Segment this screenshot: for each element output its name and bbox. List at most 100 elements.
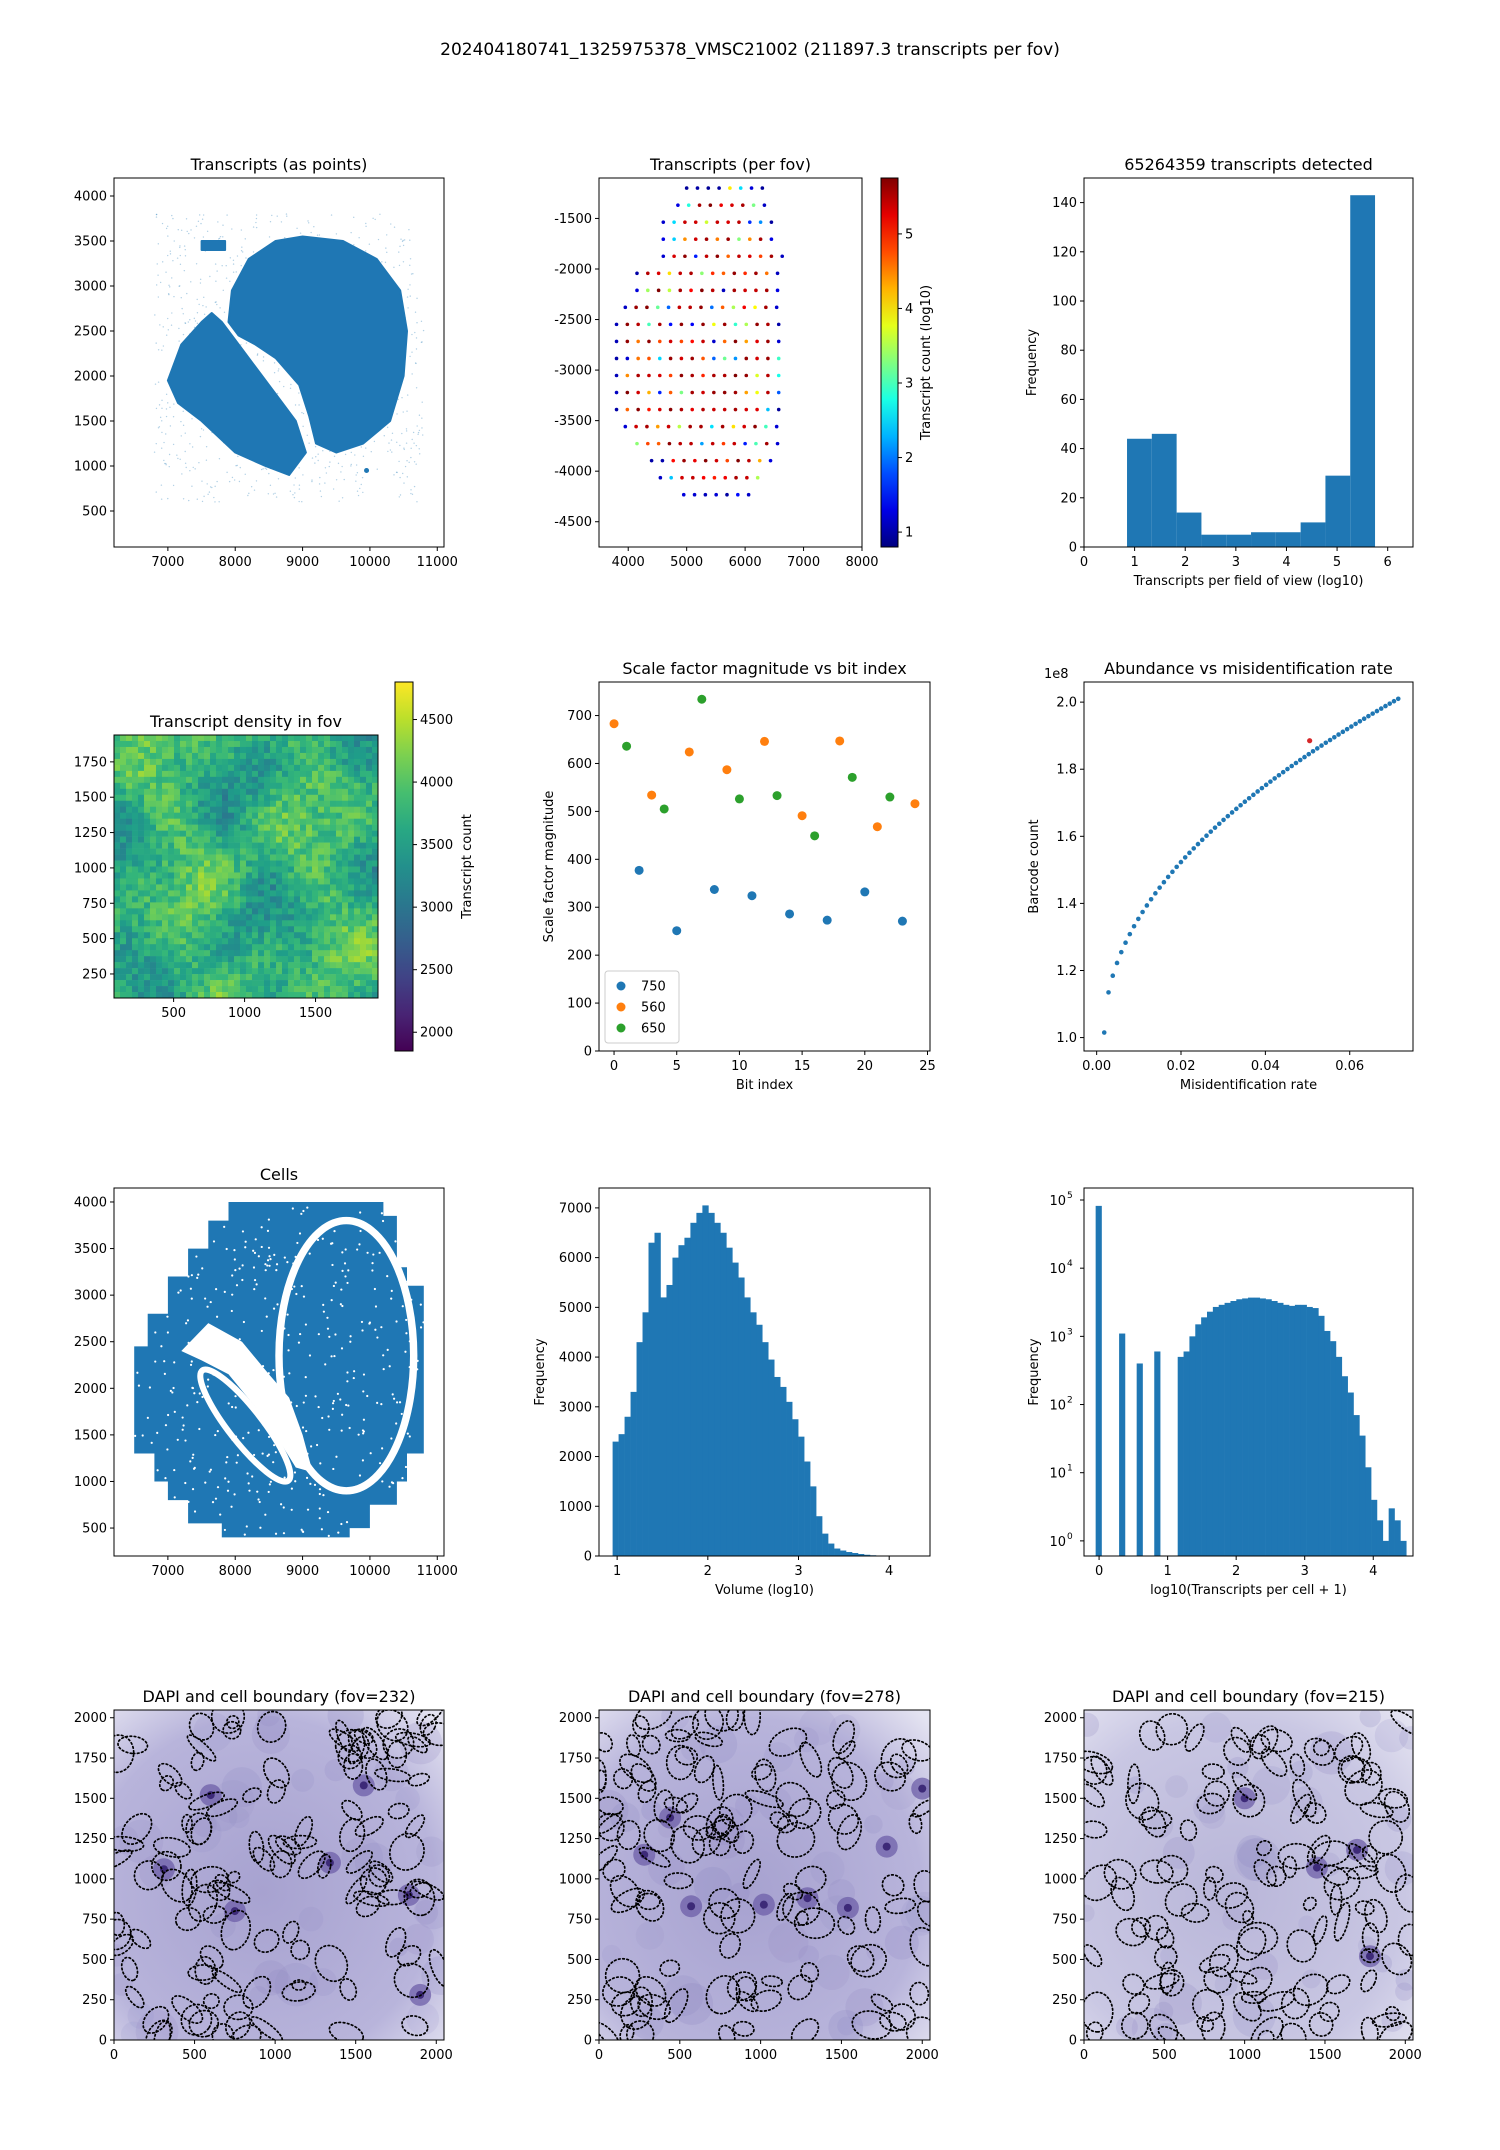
density-cell [372, 735, 379, 742]
density-cell [120, 932, 127, 939]
density-cell [300, 950, 307, 957]
cell-boundary [1084, 1820, 1108, 1839]
density-cell [252, 980, 259, 987]
sparse-point [409, 295, 411, 297]
cell-boundary [1346, 1865, 1379, 1880]
sparse-point [202, 429, 205, 431]
sparse-point [231, 228, 233, 230]
series-750 [634, 865, 907, 936]
dapi-blob [763, 1742, 794, 1772]
density-cell [372, 812, 379, 819]
density-cell [150, 962, 157, 969]
speck [274, 1451, 277, 1454]
speck [331, 1402, 335, 1405]
density-cell [252, 746, 259, 754]
density-cell [276, 986, 283, 993]
density-cell [294, 938, 301, 945]
density-cell [306, 938, 313, 945]
fov-point [754, 441, 758, 446]
fov-point [614, 322, 619, 327]
speck [294, 1480, 297, 1483]
density-cell [288, 794, 295, 802]
density-cell [126, 830, 133, 837]
sparse-point [169, 253, 172, 255]
x-tick-label: 4000 [612, 555, 645, 570]
density-cell [246, 986, 253, 993]
cell-boundary [1250, 2016, 1284, 2040]
density-cell [204, 944, 211, 951]
x-tick-label: 8000 [219, 1564, 252, 1579]
y-tick-exponent: 5 [1067, 1191, 1073, 1201]
density-cell [180, 860, 187, 867]
density-cell [216, 735, 223, 742]
density-cell [372, 884, 379, 891]
x-tick-label: 2 [1181, 555, 1189, 570]
density-cell [168, 884, 175, 891]
density-cell [156, 788, 163, 796]
density-cell [294, 980, 301, 987]
x-tick-label: 10000 [349, 555, 390, 570]
density-cell [348, 980, 355, 987]
density-cell [204, 950, 211, 957]
cell-boundary [1260, 1728, 1293, 1753]
fov-point [776, 390, 781, 395]
cell-boundary [836, 1814, 863, 1851]
fov-point [744, 322, 749, 327]
fov-point [692, 492, 697, 497]
density-cell [324, 848, 331, 855]
density-cell [270, 752, 277, 760]
histogram-bar [1300, 1304, 1307, 1556]
y-tick-label: 3000 [74, 280, 107, 295]
density-cell [288, 776, 295, 784]
density-cell [234, 890, 241, 897]
sparse-point [420, 320, 423, 323]
fov-point [730, 203, 734, 207]
sparse-point [276, 215, 278, 217]
density-cell [216, 752, 223, 760]
density-cell [282, 878, 289, 885]
speck [287, 1333, 290, 1337]
fov-point [733, 322, 738, 327]
cell-boundary [1215, 1882, 1249, 1909]
fov-point [734, 475, 738, 480]
density-cell [192, 794, 199, 802]
sparse-point [180, 420, 182, 423]
density-cell [138, 818, 145, 825]
cell-boundary [253, 1928, 280, 1954]
cell-boundary [881, 1874, 905, 1897]
density-cell [294, 866, 301, 873]
density-cell [174, 944, 181, 951]
density-cell [288, 974, 295, 981]
density-cell [162, 974, 169, 981]
chart-title: Scale factor magnitude vs bit index [622, 659, 906, 678]
density-cell [144, 842, 151, 849]
density-cell [138, 992, 145, 999]
fov-point [693, 458, 697, 463]
dapi-blob [1165, 1775, 1188, 1799]
density-cell [162, 920, 169, 927]
speck [198, 1427, 201, 1431]
scatter-point [609, 719, 619, 729]
speck [231, 1438, 234, 1441]
density-cell [252, 992, 259, 999]
density-cell [348, 896, 355, 903]
density-cell [330, 848, 337, 855]
cell-boundary [1291, 1778, 1317, 1818]
density-cell [156, 866, 163, 873]
density-cell [132, 890, 139, 897]
cell-boundary [1361, 1922, 1380, 1954]
density-cell [222, 926, 229, 933]
density-cell [354, 836, 361, 843]
density-cell [330, 836, 337, 843]
density-cell [150, 770, 157, 778]
chart-title: Transcript density in fov [149, 712, 342, 731]
density-cell [114, 986, 121, 993]
density-cell [186, 830, 193, 837]
speck [405, 1299, 408, 1302]
density-cell [246, 842, 253, 849]
speck [134, 1434, 137, 1437]
density-cell [150, 860, 157, 867]
sparse-point [355, 464, 358, 466]
speck [302, 1295, 306, 1298]
density-cell [270, 836, 277, 843]
